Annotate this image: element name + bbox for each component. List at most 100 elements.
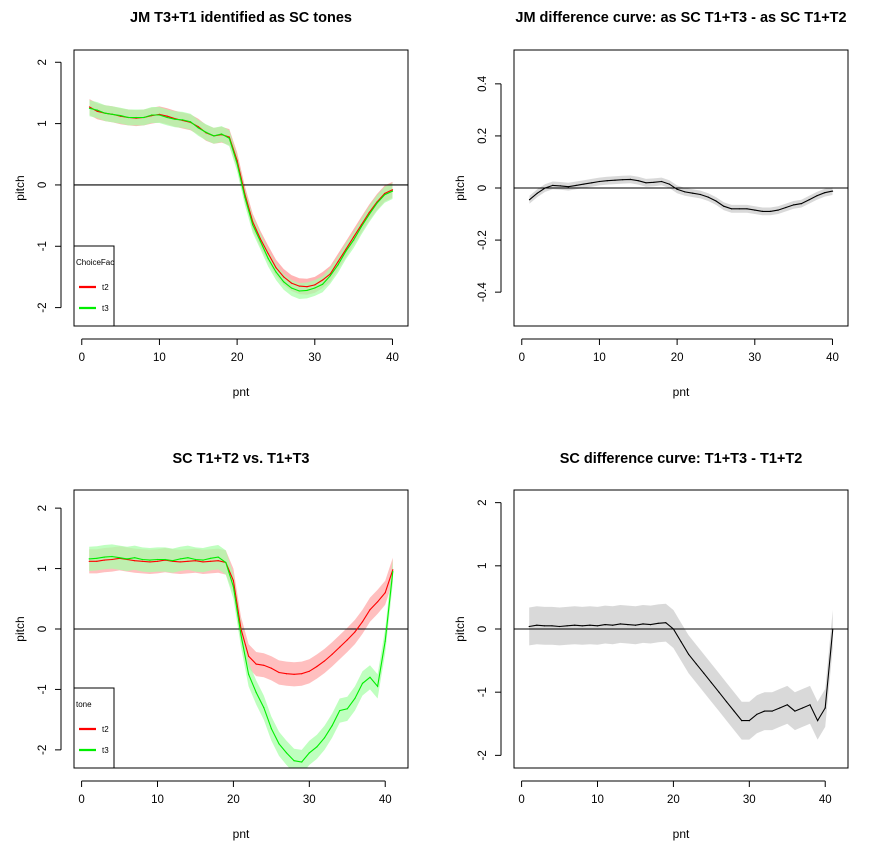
confidence-band bbox=[89, 99, 393, 295]
data-point bbox=[275, 267, 277, 269]
data-point bbox=[293, 673, 295, 675]
data-point bbox=[629, 178, 632, 180]
data-point bbox=[756, 713, 758, 715]
plot-frame bbox=[73, 49, 409, 327]
x-tick-label: 40 bbox=[826, 352, 839, 364]
data-point bbox=[614, 179, 616, 181]
data-point bbox=[657, 622, 659, 624]
y-tick-label: 1 bbox=[37, 120, 49, 126]
data-point bbox=[120, 115, 122, 117]
data-point bbox=[710, 682, 713, 684]
data-point bbox=[194, 558, 197, 561]
data-point bbox=[179, 558, 181, 560]
y-tick-label: 0.2 bbox=[477, 128, 489, 144]
data-point bbox=[179, 561, 181, 563]
data-point bbox=[583, 183, 585, 185]
data-point bbox=[298, 290, 300, 292]
data-point bbox=[322, 279, 324, 281]
data-point bbox=[544, 187, 546, 189]
data-point bbox=[158, 114, 160, 116]
data-point bbox=[730, 208, 733, 210]
x-tick-label: 30 bbox=[303, 794, 316, 806]
y-tick-label: 0 bbox=[477, 626, 489, 632]
data-point bbox=[96, 109, 98, 111]
data-point bbox=[346, 708, 348, 710]
data-point bbox=[308, 752, 310, 754]
data-point bbox=[164, 558, 166, 561]
data-point bbox=[800, 203, 803, 205]
data-point bbox=[187, 560, 189, 562]
data-point bbox=[551, 625, 553, 627]
data-point bbox=[741, 720, 743, 722]
data-point bbox=[232, 586, 234, 588]
data-point bbox=[650, 624, 652, 626]
data-point bbox=[127, 116, 129, 119]
data-point bbox=[581, 625, 583, 627]
data-point bbox=[149, 561, 151, 563]
data-point bbox=[707, 196, 709, 198]
data-point bbox=[259, 240, 261, 242]
data-point bbox=[166, 116, 168, 119]
data-point bbox=[354, 631, 356, 633]
data-point bbox=[353, 239, 355, 241]
data-point bbox=[604, 624, 606, 626]
data-point bbox=[202, 561, 204, 563]
data-point bbox=[189, 121, 192, 123]
data-point bbox=[377, 601, 379, 603]
data-point bbox=[536, 624, 538, 626]
data-point bbox=[824, 192, 826, 194]
data-point bbox=[172, 560, 174, 562]
y-tick-label: 0 bbox=[37, 182, 49, 188]
data-point bbox=[232, 580, 234, 582]
data-point bbox=[187, 557, 189, 559]
data-point bbox=[627, 624, 629, 626]
data-point bbox=[337, 264, 339, 266]
data-point bbox=[574, 624, 576, 626]
data-point bbox=[824, 707, 826, 709]
data-point bbox=[240, 628, 242, 630]
x-tick-label: 20 bbox=[227, 794, 240, 806]
data-point bbox=[134, 557, 136, 559]
data-point bbox=[329, 275, 331, 277]
series-line-t3 bbox=[89, 555, 394, 763]
x-tick-label: 10 bbox=[593, 352, 606, 364]
data-point bbox=[598, 180, 601, 183]
confidence-band bbox=[89, 544, 393, 768]
y-tick-label: -1 bbox=[37, 684, 49, 694]
data-point bbox=[96, 560, 98, 562]
data-point bbox=[606, 180, 608, 182]
series-line-t3 bbox=[89, 107, 393, 292]
x-axis-label: pnt bbox=[233, 827, 250, 841]
data-point bbox=[290, 287, 293, 289]
data-point bbox=[151, 114, 153, 116]
data-point bbox=[149, 559, 151, 561]
data-point bbox=[566, 625, 568, 627]
x-tick-label: 10 bbox=[151, 794, 164, 806]
data-point bbox=[248, 673, 250, 675]
data-point bbox=[368, 211, 370, 214]
data-point bbox=[96, 110, 98, 112]
x-tick-label: 10 bbox=[591, 794, 604, 806]
x-tick-label: 40 bbox=[819, 794, 832, 806]
data-point bbox=[236, 162, 238, 165]
data-point bbox=[329, 273, 331, 275]
plot-area bbox=[74, 544, 408, 768]
data-point bbox=[255, 691, 257, 694]
y-tick-label: 0.4 bbox=[477, 75, 489, 92]
chart-panel-2: JM difference curve: as SC T1+T3 - as SC… bbox=[453, 10, 849, 399]
confidence-band bbox=[89, 100, 393, 299]
data-point bbox=[263, 664, 265, 666]
data-point bbox=[103, 556, 105, 558]
data-point bbox=[567, 186, 570, 188]
y-axis-label: pitch bbox=[13, 616, 27, 641]
data-point bbox=[112, 113, 114, 115]
data-point bbox=[166, 115, 168, 117]
data-point bbox=[126, 558, 128, 560]
data-point bbox=[285, 752, 288, 754]
data-point bbox=[384, 640, 386, 642]
data-point bbox=[252, 224, 254, 226]
y-tick-label: 2 bbox=[477, 499, 489, 505]
data-point bbox=[283, 281, 285, 283]
x-tick-label: 30 bbox=[743, 794, 756, 806]
data-point bbox=[723, 205, 725, 207]
